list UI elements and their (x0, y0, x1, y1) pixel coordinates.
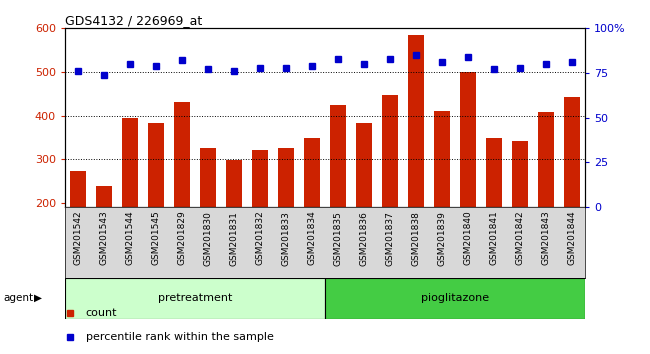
Text: GDS4132 / 226969_at: GDS4132 / 226969_at (65, 14, 202, 27)
Bar (564, 97, 580, 207)
Text: GSM201831: GSM201831 (229, 211, 239, 266)
Bar (226, 160, 242, 207)
Text: GSM201842: GSM201842 (515, 211, 525, 265)
Text: GSM201843: GSM201843 (541, 211, 551, 266)
Bar (538, 112, 554, 207)
Text: agent: agent (3, 293, 33, 303)
Text: ▶: ▶ (34, 293, 42, 303)
Text: GSM201545: GSM201545 (151, 211, 161, 266)
Bar (278, 148, 294, 207)
Text: GSM201844: GSM201844 (567, 211, 577, 265)
Text: pioglitazone: pioglitazone (421, 293, 489, 303)
Text: GSM201840: GSM201840 (463, 211, 473, 266)
FancyBboxPatch shape (65, 278, 325, 319)
Text: GSM201833: GSM201833 (281, 211, 291, 266)
Text: GSM201542: GSM201542 (73, 211, 83, 265)
Bar (252, 150, 268, 207)
Text: GSM201836: GSM201836 (359, 211, 369, 266)
Bar (382, 95, 398, 207)
Bar (460, 72, 476, 207)
Bar (70, 171, 86, 207)
Text: GSM201830: GSM201830 (203, 211, 213, 266)
Text: GSM201829: GSM201829 (177, 211, 187, 266)
Text: GSM201835: GSM201835 (333, 211, 343, 266)
Text: percentile rank within the sample: percentile rank within the sample (86, 332, 274, 342)
Bar (122, 118, 138, 207)
Text: GSM201832: GSM201832 (255, 211, 265, 266)
Bar (148, 124, 164, 207)
Bar (434, 111, 450, 207)
Bar (512, 141, 528, 207)
FancyBboxPatch shape (325, 278, 585, 319)
Bar (200, 148, 216, 207)
Bar (408, 35, 424, 207)
Text: GSM201838: GSM201838 (411, 211, 421, 266)
Bar (174, 102, 190, 207)
Bar (356, 122, 372, 207)
Text: count: count (86, 308, 117, 318)
Text: GSM201544: GSM201544 (125, 211, 135, 265)
Text: GSM201839: GSM201839 (437, 211, 447, 266)
Bar (96, 186, 112, 207)
Text: pretreatment: pretreatment (158, 293, 232, 303)
Bar (486, 138, 502, 207)
Text: GSM201543: GSM201543 (99, 211, 109, 266)
Text: GSM201841: GSM201841 (489, 211, 499, 266)
Bar (304, 138, 320, 207)
Text: GSM201834: GSM201834 (307, 211, 317, 266)
Text: GSM201837: GSM201837 (385, 211, 395, 266)
Bar (330, 105, 346, 207)
